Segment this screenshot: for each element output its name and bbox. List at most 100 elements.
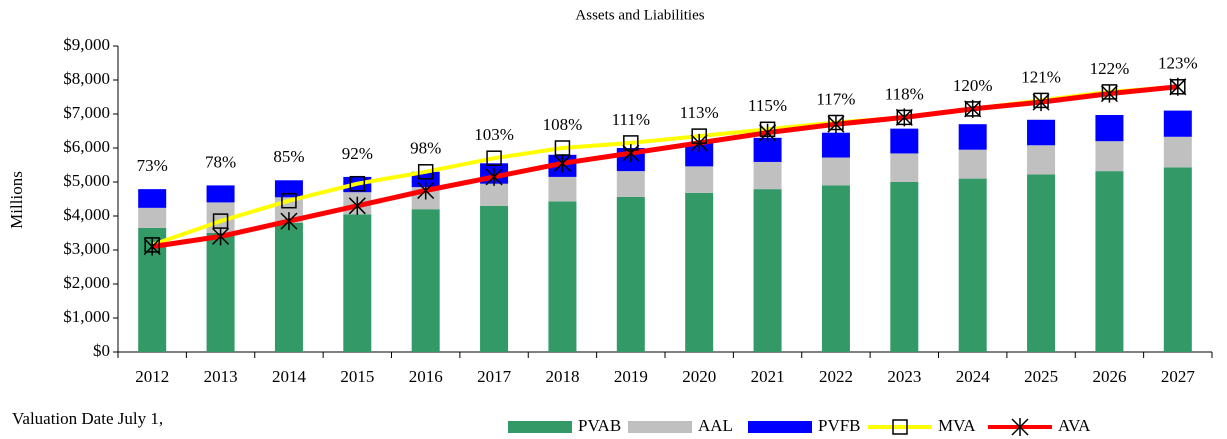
x-tick-label: 2024 (956, 367, 991, 386)
bar-segment (616, 171, 645, 197)
star-marker (827, 115, 845, 134)
bar-segment (890, 182, 919, 352)
legend-item: PVAB (508, 416, 621, 435)
y-axis-label: Millions (7, 171, 26, 229)
y-tick-label: $3,000 (63, 239, 110, 258)
bar-segment (685, 166, 714, 193)
bar-segment (1095, 171, 1124, 352)
line-marker (690, 133, 708, 152)
bar-segment (343, 214, 372, 352)
star-marker (280, 212, 298, 231)
ratio-label: 120% (953, 76, 993, 95)
line-marker (417, 181, 435, 200)
legend-label: AAL (698, 416, 733, 435)
legend-label: AVA (1058, 416, 1091, 435)
line-marker (892, 419, 908, 435)
star-marker (417, 181, 435, 200)
x-tick-label: 2015 (340, 367, 374, 386)
bar-segment (480, 205, 509, 352)
bar-segment (1027, 174, 1056, 352)
ratio-label: 85% (273, 147, 304, 166)
line-marker (349, 175, 366, 192)
x-tick-label: 2012 (135, 367, 169, 386)
bar-segment (274, 180, 303, 198)
legend-label: MVA (938, 416, 976, 435)
legend-swatch (508, 421, 572, 433)
chart-title: Assets and Liabilities (575, 7, 704, 23)
ratio-label: 98% (410, 139, 441, 158)
bar-segment (1163, 167, 1192, 352)
line-marker (895, 108, 913, 127)
line-marker (281, 192, 297, 209)
bar-segment (480, 183, 509, 206)
ratio-label: 115% (748, 96, 787, 115)
bar-segment (1163, 110, 1192, 137)
bar-segment (138, 207, 167, 228)
bar-segment (821, 185, 850, 352)
bar-segment (1027, 119, 1056, 146)
x-tick-label: 2019 (614, 367, 648, 386)
bar-segment (753, 161, 782, 190)
bar-segment (206, 233, 235, 352)
bar-segment (685, 142, 714, 167)
line-marker (553, 154, 571, 173)
star-marker (759, 123, 777, 142)
line (151, 84, 1178, 247)
star-marker (1100, 84, 1118, 103)
x-tick-label: 2017 (477, 367, 512, 386)
ratio-label: 108% (543, 115, 583, 134)
y-tick-label: $2,000 (63, 273, 110, 292)
star-marker (348, 196, 366, 215)
x-tick-label: 2013 (204, 367, 238, 386)
legend-item: MVA (868, 416, 976, 435)
bar-segment (138, 189, 167, 208)
ratio-label: 122% (1090, 59, 1130, 78)
y-tick-label: $5,000 (63, 171, 110, 190)
ratio-label: 117% (816, 89, 855, 108)
legend-label: PVFB (818, 416, 861, 435)
bar-segment (1163, 136, 1192, 168)
x-tick-label: 2016 (409, 367, 443, 386)
star-marker (553, 154, 571, 173)
bar-segment (958, 149, 987, 179)
line-marker (1169, 77, 1187, 96)
legend-item: AAL (628, 416, 733, 435)
ratio-label: 121% (1021, 67, 1061, 86)
line-marker (280, 212, 298, 231)
line-marker (1032, 93, 1050, 112)
star-marker (485, 167, 503, 186)
bar-segment (411, 209, 440, 352)
x-tick-label: 2022 (819, 367, 853, 386)
ratio-label: 118% (885, 84, 924, 103)
legend-swatch (628, 421, 692, 433)
legend-swatch (748, 421, 812, 433)
star-marker (1169, 77, 1187, 96)
line-marker (759, 123, 777, 142)
ratio-label: 123% (1158, 54, 1198, 73)
legend-item: AVA (988, 416, 1091, 436)
y-tick-label: $8,000 (63, 69, 110, 88)
x-tick-label: 2023 (887, 367, 921, 386)
line-marker (827, 115, 845, 134)
bar-segment (958, 124, 987, 150)
line-marker (212, 227, 230, 246)
legend-item: PVFB (748, 416, 861, 435)
bar-segment (548, 176, 577, 202)
line-marker (1100, 84, 1118, 103)
x-tick-label: 2026 (1092, 367, 1126, 386)
legend-label: PVAB (578, 416, 621, 435)
line-marker (143, 237, 161, 256)
bar-segment (1095, 115, 1124, 142)
line-marker (485, 167, 503, 186)
star-marker (964, 99, 982, 118)
bar-segment (206, 185, 235, 203)
x-tick-label: 2020 (682, 367, 716, 386)
star-marker (212, 227, 230, 246)
x-tick-label: 2018 (545, 367, 579, 386)
bar-segment (821, 157, 850, 186)
bar-segment (821, 132, 850, 158)
star-marker (895, 108, 913, 127)
star-marker (622, 144, 640, 163)
y-tick-label: $7,000 (63, 103, 110, 122)
